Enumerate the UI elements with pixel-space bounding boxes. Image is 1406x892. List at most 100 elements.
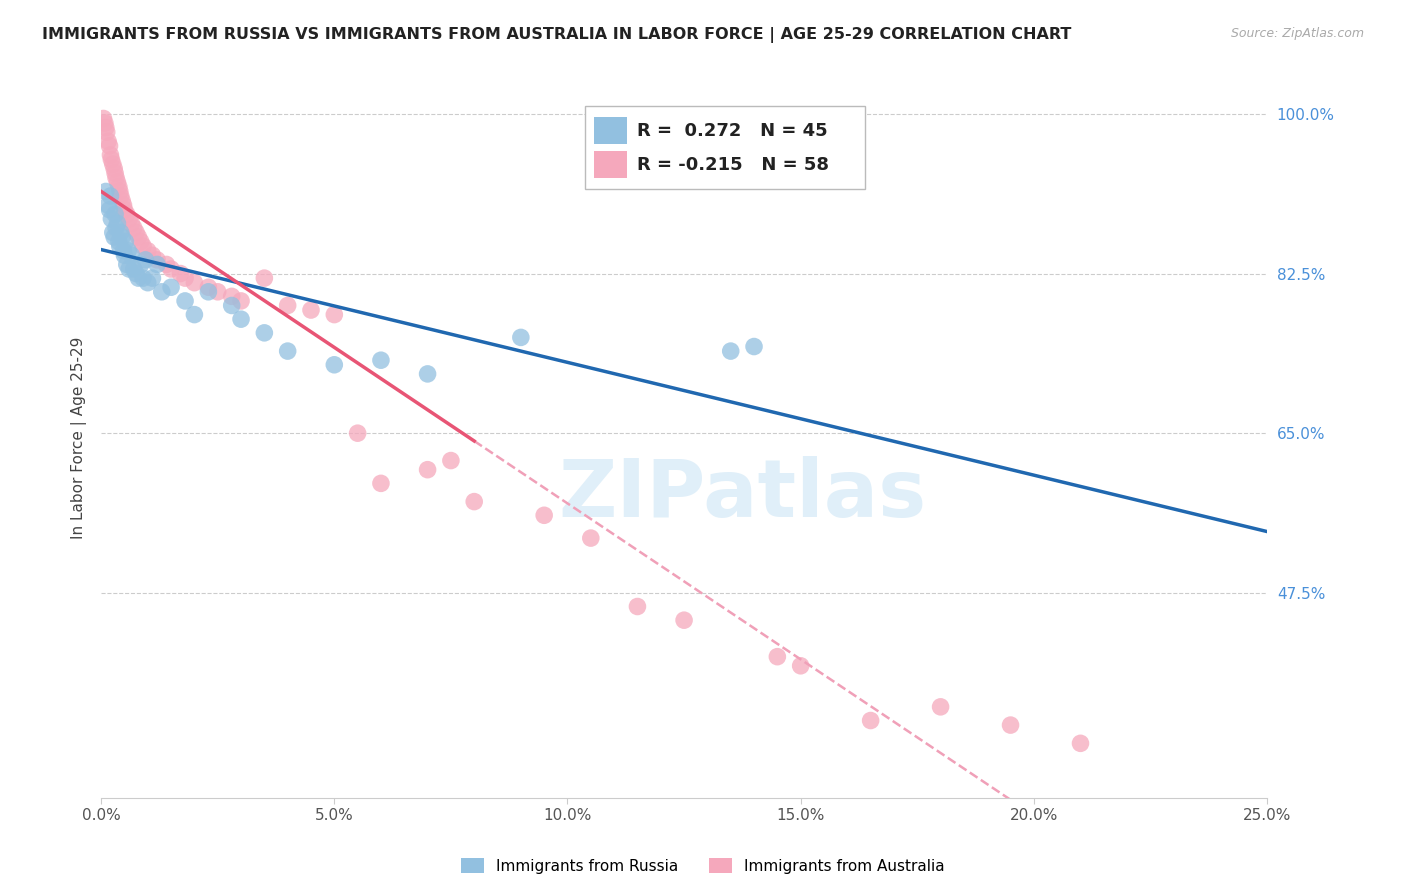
Point — [100, 153, 122, 167]
Point — [114, 202, 136, 217]
Point — [101, 157, 124, 171]
Point — [160, 262, 183, 277]
Point — [463, 494, 485, 508]
Point — [160, 280, 183, 294]
Point — [100, 211, 122, 226]
Point — [98, 139, 121, 153]
Point — [104, 207, 127, 221]
Point — [134, 252, 156, 267]
Point — [93, 112, 115, 126]
Text: IMMIGRANTS FROM RUSSIA VS IMMIGRANTS FROM AUSTRALIA IN LABOR FORCE | AGE 25-29 C: IMMIGRANTS FROM RUSSIA VS IMMIGRANTS FRO… — [42, 27, 1071, 43]
Point — [146, 252, 169, 267]
Point — [111, 194, 134, 208]
Point — [1000, 718, 1022, 732]
Point — [120, 216, 142, 230]
Point — [122, 221, 145, 235]
Point — [323, 358, 346, 372]
Point — [146, 257, 169, 271]
Point — [125, 267, 148, 281]
Point — [94, 185, 117, 199]
Point — [115, 257, 138, 271]
Point — [107, 175, 129, 189]
Point — [229, 293, 252, 308]
Point — [117, 244, 139, 258]
Point — [100, 189, 122, 203]
Point — [98, 202, 121, 217]
Point — [673, 613, 696, 627]
Point — [110, 226, 132, 240]
Text: R =  0.272   N = 45: R = 0.272 N = 45 — [637, 122, 828, 140]
Point — [416, 367, 439, 381]
Point — [221, 289, 243, 303]
Point — [253, 271, 276, 285]
Point — [169, 267, 191, 281]
Point — [277, 298, 299, 312]
Point — [440, 453, 463, 467]
Point — [197, 280, 219, 294]
Point — [110, 189, 132, 203]
Point — [229, 312, 252, 326]
Point — [100, 148, 122, 162]
Text: Source: ZipAtlas.com: Source: ZipAtlas.com — [1230, 27, 1364, 40]
Point — [579, 531, 602, 545]
Point — [141, 271, 163, 285]
Point — [155, 257, 177, 271]
Point — [97, 198, 120, 212]
Point — [183, 308, 205, 322]
Point — [174, 293, 197, 308]
Point — [253, 326, 276, 340]
Point — [207, 285, 229, 299]
Point — [299, 303, 322, 318]
Point — [108, 180, 131, 194]
Point — [118, 211, 141, 226]
Point — [277, 344, 299, 359]
Legend: Immigrants from Russia, Immigrants from Australia: Immigrants from Russia, Immigrants from … — [456, 852, 950, 880]
Point — [720, 344, 742, 359]
Point — [112, 244, 135, 258]
Point — [136, 244, 159, 258]
Point — [115, 207, 138, 221]
Point — [127, 230, 149, 244]
Point — [108, 185, 131, 199]
Point — [370, 476, 392, 491]
Point — [97, 134, 120, 148]
Point — [197, 285, 219, 299]
FancyBboxPatch shape — [585, 106, 865, 189]
Point — [1069, 736, 1091, 750]
Point — [766, 649, 789, 664]
Point — [323, 308, 346, 322]
Point — [150, 285, 173, 299]
Point — [105, 170, 128, 185]
Point — [789, 658, 811, 673]
Point — [141, 248, 163, 262]
Point — [626, 599, 648, 614]
Text: ZIPatlas: ZIPatlas — [558, 457, 927, 534]
Point — [96, 125, 118, 139]
Point — [129, 257, 152, 271]
Point — [107, 216, 129, 230]
Point — [103, 161, 125, 176]
Point — [132, 271, 155, 285]
Point — [114, 235, 136, 249]
Point — [136, 276, 159, 290]
FancyBboxPatch shape — [595, 151, 627, 178]
Point — [105, 221, 128, 235]
Point — [742, 339, 765, 353]
Point — [111, 230, 134, 244]
Point — [183, 276, 205, 290]
Point — [112, 198, 135, 212]
FancyBboxPatch shape — [595, 117, 627, 145]
Point — [221, 298, 243, 312]
Point — [127, 271, 149, 285]
Point — [370, 353, 392, 368]
Point — [509, 330, 531, 344]
Point — [132, 239, 155, 253]
Point — [929, 699, 952, 714]
Point — [103, 230, 125, 244]
Point — [114, 248, 136, 262]
Point — [94, 120, 117, 135]
Point — [174, 271, 197, 285]
Point — [416, 463, 439, 477]
Point — [108, 239, 131, 253]
Point — [859, 714, 882, 728]
